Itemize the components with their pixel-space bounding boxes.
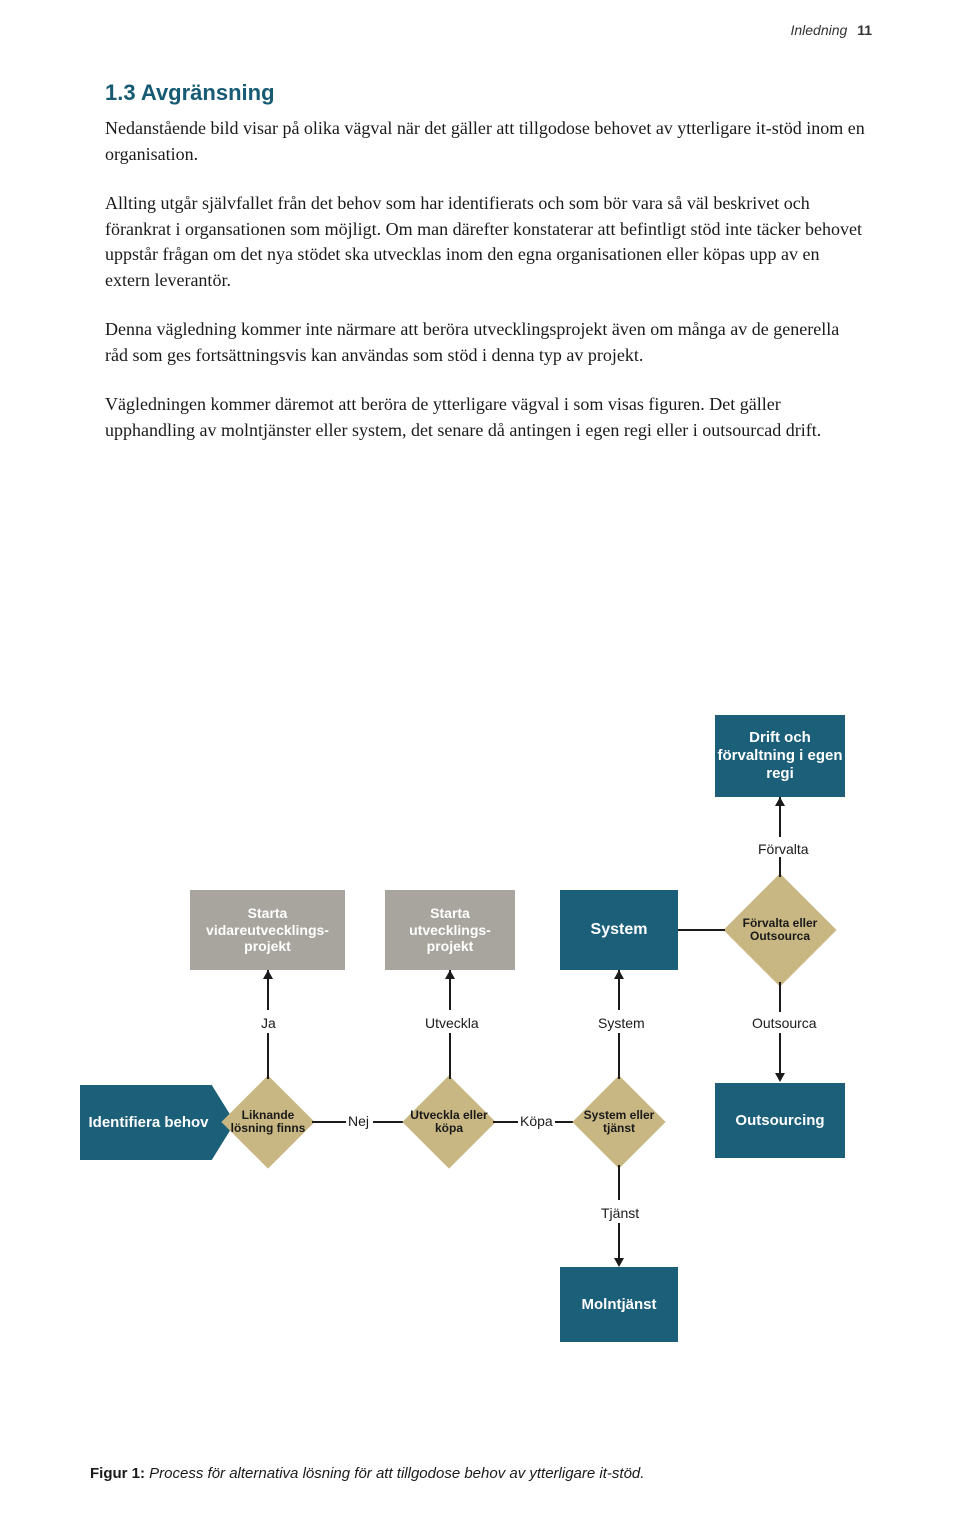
flowchart: Drift och förvaltning i egen regi Förval… xyxy=(80,715,900,1395)
section-title: 1.3 Avgränsning xyxy=(105,80,865,106)
edge xyxy=(779,982,781,1012)
node-identifiera-label: Identifiera behov xyxy=(88,1114,208,1132)
paragraph-2: Allting utgår självfallet från det behov… xyxy=(105,191,865,293)
paragraph-1: Nedanstående bild visar på olika vägval … xyxy=(105,116,865,167)
edge-label-nej: Nej xyxy=(348,1113,369,1129)
node-outsourcing: Outsourcing xyxy=(715,1083,845,1158)
edge-label-ja: Ja xyxy=(261,1015,276,1031)
node-starta-utv-label: Starta utvecklings-projekt xyxy=(391,905,509,955)
arrowhead-icon xyxy=(614,970,624,979)
figure-caption: Figur 1: Process för alternativa lösning… xyxy=(90,1465,644,1482)
node-system: System xyxy=(560,890,678,970)
node-liknande: Liknande lösning finns xyxy=(235,1089,301,1155)
arrowhead-icon xyxy=(775,1073,785,1082)
node-forvalta-outsourca: Förvalta eller Outsourca xyxy=(740,890,820,970)
node-system-tjanst: System eller tjänst xyxy=(586,1089,652,1155)
edge xyxy=(449,1033,451,1079)
edge xyxy=(618,1165,620,1200)
edge xyxy=(312,1121,346,1123)
node-system-tjanst-label: System eller tjänst xyxy=(578,1109,660,1135)
edge-label-outsourca: Outsourca xyxy=(752,1015,817,1031)
node-forvalta-outsourca-label: Förvalta eller Outsourca xyxy=(725,917,835,943)
node-starta-vidare-label: Starta vidareutvecklings-projekt xyxy=(196,905,339,955)
paragraph-3: Denna vägledning kommer inte närmare att… xyxy=(105,317,865,368)
page-header: Inledning 11 xyxy=(790,22,872,38)
edge-label-forvalta: Förvalta xyxy=(758,841,809,857)
node-system-label: System xyxy=(591,920,648,939)
arrowhead-icon xyxy=(263,970,273,979)
edge xyxy=(373,1121,406,1123)
node-molntjanst: Molntjänst xyxy=(560,1267,678,1342)
caption-text: Process för alternativa lösning för att … xyxy=(149,1465,644,1482)
edge-label-utveckla: Utveckla xyxy=(425,1015,479,1031)
arrowhead-icon xyxy=(445,970,455,979)
edge xyxy=(779,857,781,877)
node-molntjanst-label: Molntjänst xyxy=(582,1296,657,1314)
arrowhead-icon xyxy=(614,1258,624,1267)
content-block: 1.3 Avgränsning Nedanstående bild visar … xyxy=(105,80,865,467)
edge-label-system: System xyxy=(598,1015,645,1031)
header-page-number: 11 xyxy=(857,22,872,38)
node-outsourcing-label: Outsourcing xyxy=(735,1112,824,1130)
edge-label-kopa: Köpa xyxy=(520,1113,553,1129)
edge xyxy=(678,929,725,931)
node-drift: Drift och förvaltning i egen regi xyxy=(715,715,845,797)
node-liknande-label: Liknande lösning finns xyxy=(225,1109,311,1135)
caption-label: Figur 1: xyxy=(90,1465,145,1482)
edge-label-tjanst: Tjänst xyxy=(601,1205,639,1221)
node-identifiera: Identifiera behov xyxy=(80,1085,235,1160)
header-section: Inledning xyxy=(790,22,847,38)
node-utveckla-kopa: Utveckla eller köpa xyxy=(416,1089,482,1155)
arrowhead-icon xyxy=(775,797,785,806)
edge xyxy=(493,1121,518,1123)
node-starta-utv: Starta utvecklings-projekt xyxy=(385,890,515,970)
node-drift-label: Drift och förvaltning i egen regi xyxy=(715,729,845,783)
paragraph-4: Vägledningen kommer däremot att beröra d… xyxy=(105,392,865,443)
edge xyxy=(267,1033,269,1079)
node-starta-vidare: Starta vidareutvecklings-projekt xyxy=(190,890,345,970)
edge xyxy=(618,1033,620,1079)
node-utveckla-kopa-label: Utveckla eller köpa xyxy=(406,1109,492,1135)
